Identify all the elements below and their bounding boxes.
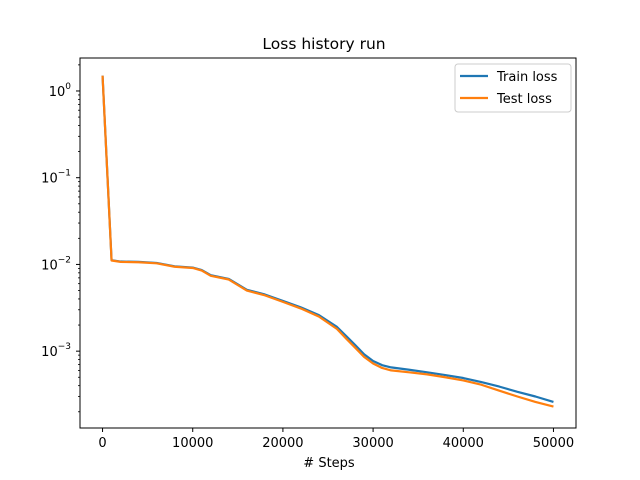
chart-title: Loss history run — [262, 35, 385, 53]
x-axis-label: # Steps — [303, 456, 355, 471]
x-tick-label: 30000 — [352, 436, 393, 451]
y-tick-label: 10−3 — [41, 342, 71, 360]
y-tick-label: 100 — [49, 82, 72, 100]
axes: 0 10000 20000 30000 40000 50000 10−3 10−2 10−1 10… — [41, 57, 577, 451]
legend-label-test-loss: Test loss — [496, 92, 552, 107]
x-tick-label: 10000 — [172, 436, 213, 451]
x-tick-label: 50000 — [533, 436, 574, 451]
axes-frame — [79, 57, 577, 429]
legend-label-train-loss: Train loss — [496, 70, 558, 85]
y-tick-label: 10−2 — [41, 255, 71, 273]
x-tick-label: 40000 — [443, 436, 484, 451]
y-tick-label: 10−1 — [41, 169, 71, 187]
x-tick-label: 0 — [98, 436, 106, 451]
x-tick-label: 20000 — [262, 436, 303, 451]
series-line-train-loss — [101, 75, 554, 403]
legend: Train loss Test loss — [454, 63, 572, 113]
series-line-test-loss — [101, 75, 554, 408]
plot-area — [101, 75, 554, 408]
